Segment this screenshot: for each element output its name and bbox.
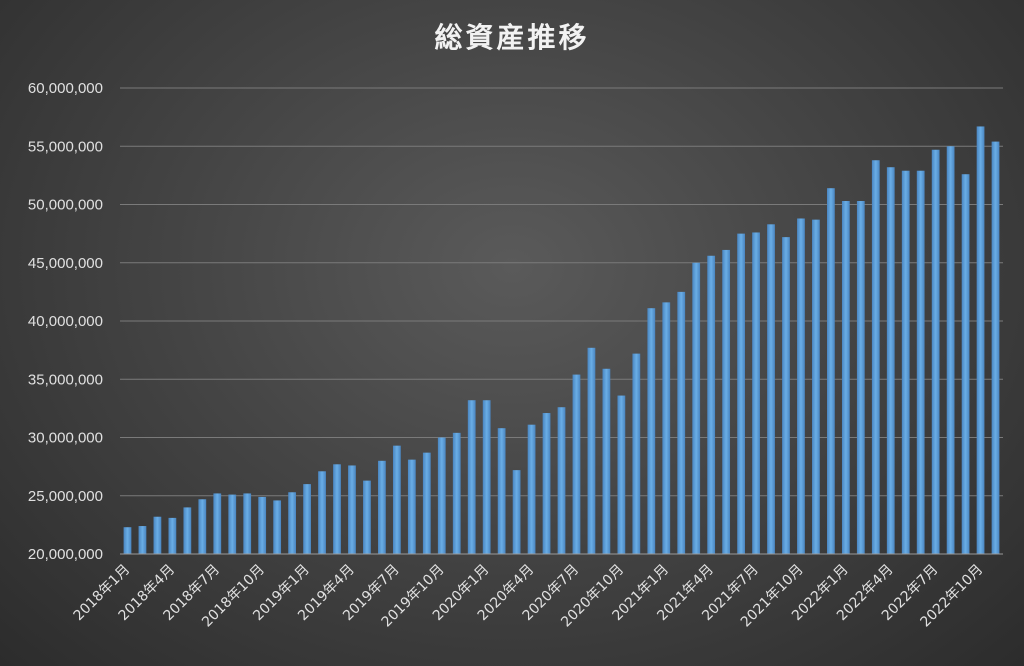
bar	[782, 237, 790, 554]
bar	[946, 146, 955, 554]
bar	[482, 400, 491, 554]
y-tick-label: 20,000,000	[28, 546, 103, 563]
bar	[273, 500, 282, 554]
bar	[602, 368, 611, 554]
bar	[348, 465, 356, 554]
bar	[303, 484, 311, 554]
bar	[901, 170, 910, 554]
chart-title: 総資産推移	[434, 21, 589, 54]
bar	[557, 407, 566, 554]
bar	[976, 126, 985, 554]
bar	[587, 347, 596, 554]
bar	[138, 526, 147, 554]
y-tick-label: 40,000,000	[28, 313, 103, 330]
bar	[452, 432, 461, 554]
bar	[722, 249, 731, 554]
bar	[797, 218, 805, 555]
bar	[617, 395, 626, 554]
bar	[363, 480, 371, 554]
bar	[737, 233, 745, 554]
bar	[767, 224, 775, 554]
bar	[826, 188, 835, 554]
bar	[991, 141, 1000, 554]
bar	[647, 308, 656, 554]
bar	[961, 174, 970, 554]
y-tick-label: 50,000,000	[28, 197, 103, 214]
bar	[662, 302, 671, 554]
bar	[378, 460, 386, 554]
bar	[677, 291, 686, 554]
bar	[856, 201, 865, 554]
bar	[752, 232, 760, 554]
y-tick-label: 60,000,000	[28, 80, 103, 97]
bar	[183, 507, 192, 554]
bar	[632, 353, 641, 554]
bar	[288, 492, 297, 554]
y-tick-label: 35,000,000	[28, 371, 103, 388]
gridlines	[120, 87, 1003, 497]
bar	[258, 496, 267, 554]
x-axis-ticks: 2018年1月2018年4月2018年7月2018年10月2019年1月2019…	[71, 562, 987, 631]
bar	[168, 517, 177, 554]
y-tick-label: 45,000,000	[28, 255, 103, 272]
bars	[123, 126, 1000, 555]
bar	[707, 255, 716, 554]
bar	[318, 471, 326, 554]
bar	[512, 470, 521, 554]
bar	[871, 160, 880, 555]
bar	[841, 201, 850, 554]
bar	[497, 428, 506, 554]
bar	[407, 459, 416, 554]
bar	[916, 170, 925, 554]
bar	[542, 413, 551, 554]
bar	[213, 493, 222, 554]
bar	[333, 464, 341, 554]
bar	[812, 219, 820, 554]
y-tick-label: 25,000,000	[28, 488, 103, 505]
bar	[467, 400, 476, 554]
bar	[228, 494, 237, 554]
bar	[437, 437, 446, 554]
bar	[886, 167, 895, 554]
bar	[572, 374, 581, 554]
bar	[692, 262, 701, 554]
bar	[198, 499, 207, 554]
bar	[422, 452, 431, 554]
y-axis-ticks: 20,000,000 25,000,000 30,000,000 35,000,000…	[28, 80, 103, 563]
bar	[392, 445, 401, 554]
y-tick-label: 55,000,000	[28, 138, 103, 155]
bar	[123, 527, 132, 554]
bar	[931, 149, 940, 554]
y-tick-label: 30,000,000	[28, 430, 103, 447]
bar	[153, 516, 162, 554]
bar	[243, 493, 252, 554]
bar	[527, 424, 536, 554]
